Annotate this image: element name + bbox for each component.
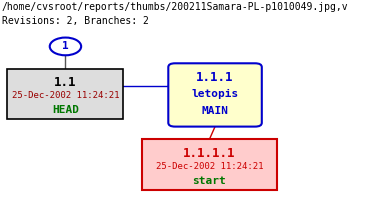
Text: start: start	[193, 176, 226, 186]
Text: MAIN: MAIN	[202, 106, 229, 116]
Text: 1.1.1.1: 1.1.1.1	[183, 147, 236, 160]
FancyBboxPatch shape	[168, 63, 262, 127]
Text: 1.1: 1.1	[54, 76, 77, 89]
Text: /home/cvsroot/reports/thumbs/200211Samara-PL-p1010049.jpg,v: /home/cvsroot/reports/thumbs/200211Samar…	[2, 2, 349, 12]
Text: HEAD: HEAD	[52, 105, 79, 115]
Text: 1.1.1: 1.1.1	[196, 71, 234, 84]
FancyBboxPatch shape	[7, 69, 123, 119]
FancyBboxPatch shape	[142, 139, 277, 190]
Text: Revisions: 2, Branches: 2: Revisions: 2, Branches: 2	[2, 16, 149, 26]
Text: 25-Dec-2002 11:24:21: 25-Dec-2002 11:24:21	[12, 91, 119, 100]
Text: 1: 1	[62, 41, 69, 51]
Circle shape	[50, 38, 81, 55]
Text: letopis: letopis	[191, 89, 239, 99]
Text: 25-Dec-2002 11:24:21: 25-Dec-2002 11:24:21	[156, 162, 263, 171]
